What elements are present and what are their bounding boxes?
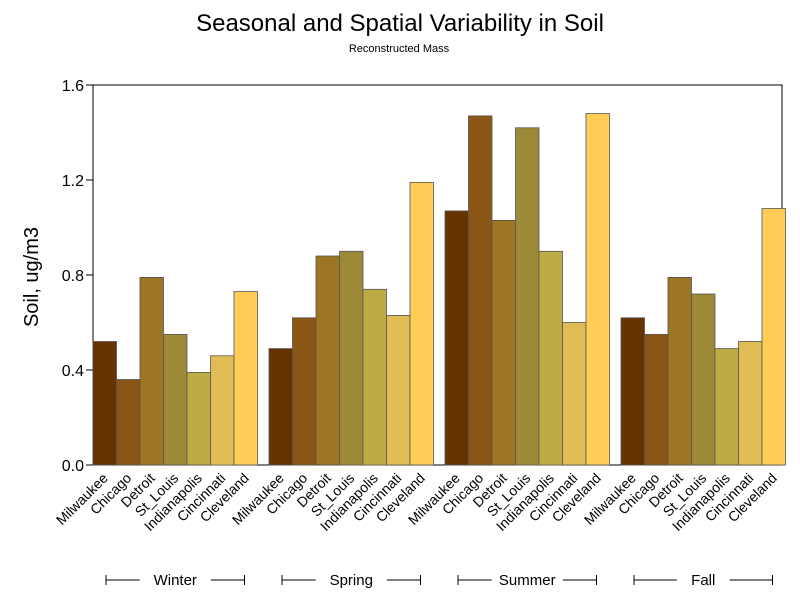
y-tick-label: 1.2 — [62, 173, 84, 190]
bar-summer-cleveland — [585, 113, 610, 466]
bar-winter-cleveland — [233, 291, 258, 466]
bar-winter-milwaukee — [92, 341, 117, 466]
plot-area: 0.00.40.81.21.6MilwaukeeChicagoDetroitSt… — [53, 78, 786, 589]
bar-spring-milwaukee — [268, 348, 293, 466]
bar-spring-cleveland — [409, 181, 434, 466]
bar-winter-cincinnati — [210, 355, 235, 466]
group-label-summer: Summer — [499, 572, 556, 589]
bar-winter-st-louis — [163, 333, 188, 466]
y-tick-label: 0.0 — [62, 458, 84, 475]
chart-subtitle: Reconstructed Mass — [349, 43, 450, 55]
bar-summer-cincinnati — [562, 322, 587, 466]
bar-summer-milwaukee — [444, 210, 469, 466]
bar-spring-st-louis — [339, 250, 364, 466]
bar-summer-chicago — [468, 115, 493, 466]
bar-summer-indianapolis — [538, 250, 563, 466]
bar-spring-chicago — [292, 317, 317, 466]
bar-spring-cincinnati — [386, 314, 411, 466]
bar-winter-indianapolis — [186, 371, 211, 466]
bar-fall-indianapolis — [714, 348, 739, 466]
bar-fall-cincinnati — [738, 341, 763, 466]
chart-title: Seasonal and Spatial Variability in Soil — [196, 10, 604, 37]
y-tick-label: 0.8 — [62, 268, 84, 285]
group-label-spring: Spring — [330, 572, 373, 589]
bar-winter-detroit — [139, 276, 164, 466]
y-tick-label: 0.4 — [62, 363, 84, 380]
bar-winter-chicago — [116, 379, 141, 466]
bar-spring-detroit — [315, 255, 340, 466]
bar-fall-chicago — [644, 333, 669, 466]
group-label-winter: Winter — [154, 572, 197, 589]
bar-fall-st-louis — [691, 293, 716, 466]
bar-summer-st-louis — [515, 127, 540, 466]
bar-summer-detroit — [491, 219, 516, 466]
y-tick-label: 1.6 — [62, 78, 84, 95]
y-axis-label: Soil, ug/m3 — [21, 227, 43, 327]
bar-fall-cleveland — [761, 208, 786, 466]
bar-fall-detroit — [667, 276, 692, 466]
group-label-fall: Fall — [691, 572, 715, 589]
bar-spring-indianapolis — [362, 288, 387, 466]
bar-fall-milwaukee — [620, 317, 645, 466]
